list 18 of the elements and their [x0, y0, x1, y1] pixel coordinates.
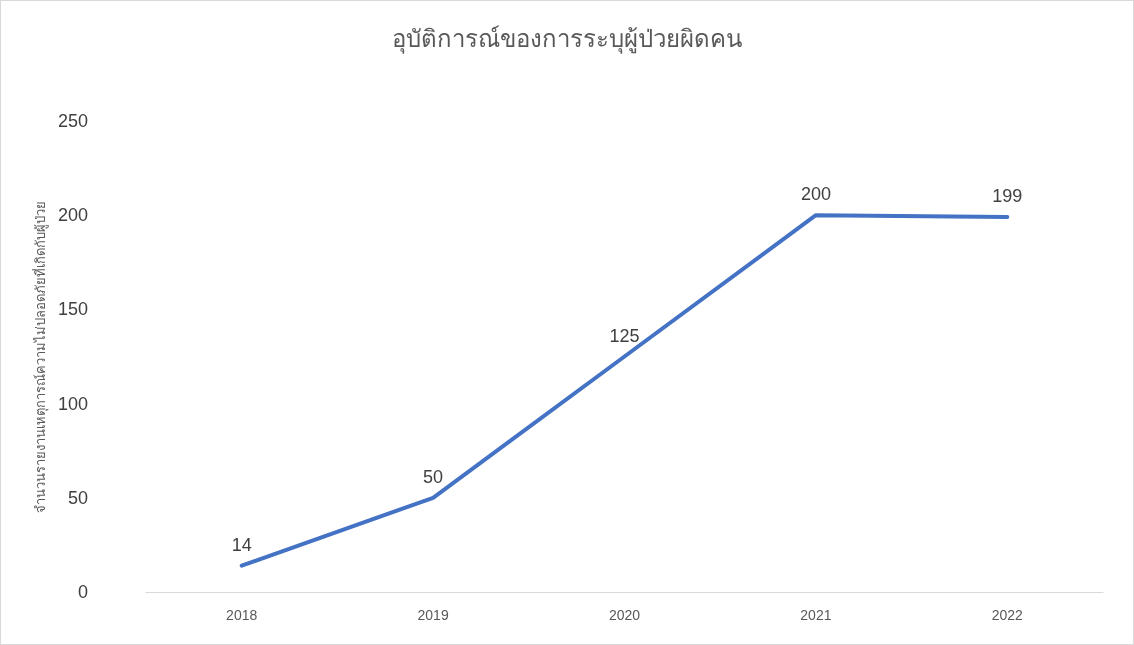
- data-label: 14: [231, 534, 252, 555]
- y-tick-label: 100: [57, 393, 88, 414]
- data-label: 199: [992, 186, 1023, 207]
- y-tick-label: 250: [57, 111, 88, 131]
- chart-title: อุบัติการณ์ของการระบุผู้ป่วยผิดคน: [392, 24, 742, 54]
- data-label: 200: [800, 184, 831, 205]
- x-tick-label: 2020: [608, 607, 641, 623]
- y-axis-title: จำนวนรายงานเหตุการณ์ความไม่ปลอดภัยที่เกิดกับผู้ป่วย: [32, 200, 50, 513]
- x-tick-label: 2021: [800, 607, 832, 623]
- data-label: 50: [423, 466, 444, 487]
- data-label: 125: [609, 325, 640, 346]
- x-tick-label: 2019: [417, 607, 449, 623]
- y-tick-label: 200: [57, 205, 88, 226]
- y-tick-label: 0: [77, 582, 88, 602]
- x-tick-label: 2022: [991, 607, 1024, 623]
- y-tick-label: 50: [67, 487, 88, 508]
- x-tick-label: 2018: [226, 607, 258, 623]
- y-tick-label: 150: [57, 299, 88, 320]
